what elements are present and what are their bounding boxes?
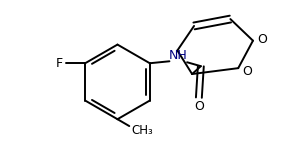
Text: F: F (56, 57, 63, 70)
Text: O: O (257, 33, 267, 46)
Text: CH₃: CH₃ (131, 124, 153, 137)
Text: O: O (194, 100, 204, 113)
Text: NH: NH (169, 49, 188, 62)
Text: O: O (242, 65, 252, 78)
